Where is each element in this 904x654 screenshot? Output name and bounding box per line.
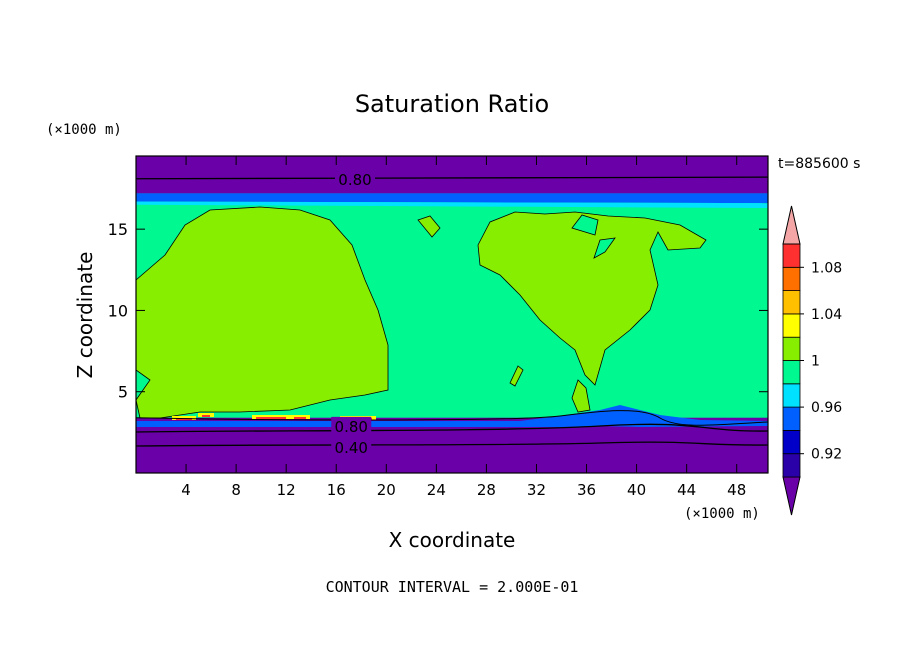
y-tick-label: 10 <box>108 301 128 320</box>
x-tick-label: 44 <box>677 481 696 499</box>
small-supersat-patch <box>571 379 591 413</box>
contour-label-bg <box>331 416 372 433</box>
colorbar-level <box>782 383 801 408</box>
right-region-hole <box>571 214 599 236</box>
y-tick-label: 5 <box>118 383 128 402</box>
x-tick-label: 48 <box>727 481 746 499</box>
hot-spot-red <box>294 417 306 419</box>
colorbar-level <box>782 266 801 291</box>
plot-frame <box>135 155 769 474</box>
left-supersat-region <box>136 206 389 419</box>
x-tick-label: 8 <box>231 481 241 499</box>
x-tick-label: 36 <box>577 481 596 499</box>
right-region-hole <box>593 237 616 259</box>
upper-edge-blue <box>136 193 768 204</box>
colorbar-lower-arrow <box>782 476 801 516</box>
contour-label: 0.80 <box>338 171 371 189</box>
small-supersat-patch <box>509 365 524 387</box>
x-tick-label: 4 <box>181 481 191 499</box>
y-unit-label: (×1000 m) <box>46 122 122 138</box>
hot-spot-red <box>202 415 210 417</box>
contour-line-base <box>136 410 768 426</box>
contour-label-bg <box>331 437 372 454</box>
upper-dry-layer <box>136 156 768 194</box>
colorbar-label: 1.04 <box>811 307 842 323</box>
colorbar-label: 0.96 <box>811 400 842 416</box>
contour-line-lower <box>136 423 768 433</box>
small-supersat-patch <box>417 215 441 238</box>
contour-label-bg <box>335 169 376 186</box>
x-axis: 4 8 12 16 20 24 28 32 36 40 44 48 <box>181 156 746 499</box>
colorbar-upper-arrow <box>782 205 801 245</box>
x-tick-label: 32 <box>527 481 546 499</box>
contour-label: 0.40 <box>335 439 368 457</box>
upper-edge-cyan <box>136 201 768 209</box>
y-axis: 5 10 15 <box>108 220 768 402</box>
x-tick-label: 28 <box>477 481 496 499</box>
x-axis-label: X coordinate <box>389 528 516 552</box>
x-tick-label: 16 <box>327 481 346 499</box>
contour-label: 0.80 <box>335 418 368 436</box>
colorbar-level <box>782 243 801 268</box>
x-tick-label: 12 <box>277 481 296 499</box>
plot-area <box>135 155 769 474</box>
x-tick-label: 40 <box>627 481 646 499</box>
colorbar-label: 0.92 <box>811 447 842 463</box>
colorbar-level <box>782 406 801 431</box>
colorbar-level <box>782 336 801 361</box>
y-axis-label: Z coordinate <box>73 252 97 379</box>
x-tick-label: 20 <box>377 481 396 499</box>
right-supersat-region <box>477 211 707 386</box>
colorbar: 1.08 1.04 1 0.96 0.92 <box>782 205 842 516</box>
hot-spot-red <box>256 417 286 419</box>
colorbar-level <box>782 429 801 455</box>
colorbar-label: 1.08 <box>811 260 842 276</box>
x-tick-label: 24 <box>427 481 446 499</box>
contour-interval-footer: CONTOUR INTERVAL = 2.000E-01 <box>326 578 579 596</box>
x-unit-label: (×1000 m) <box>684 506 760 522</box>
contour-line-upper <box>136 176 768 180</box>
colorbar-level <box>782 313 801 338</box>
colorbar-level <box>782 453 801 478</box>
y-tick-label: 15 <box>108 220 128 239</box>
contour-line-lowest <box>136 441 768 447</box>
colorbar-level <box>782 360 801 385</box>
chart-title: Saturation Ratio <box>355 90 549 118</box>
time-label: t=885600 s <box>778 156 860 172</box>
colorbar-level <box>782 290 801 315</box>
colorbar-label: 1 <box>811 354 820 370</box>
contour-labels: 0.80 0.80 0.40 <box>331 169 376 457</box>
